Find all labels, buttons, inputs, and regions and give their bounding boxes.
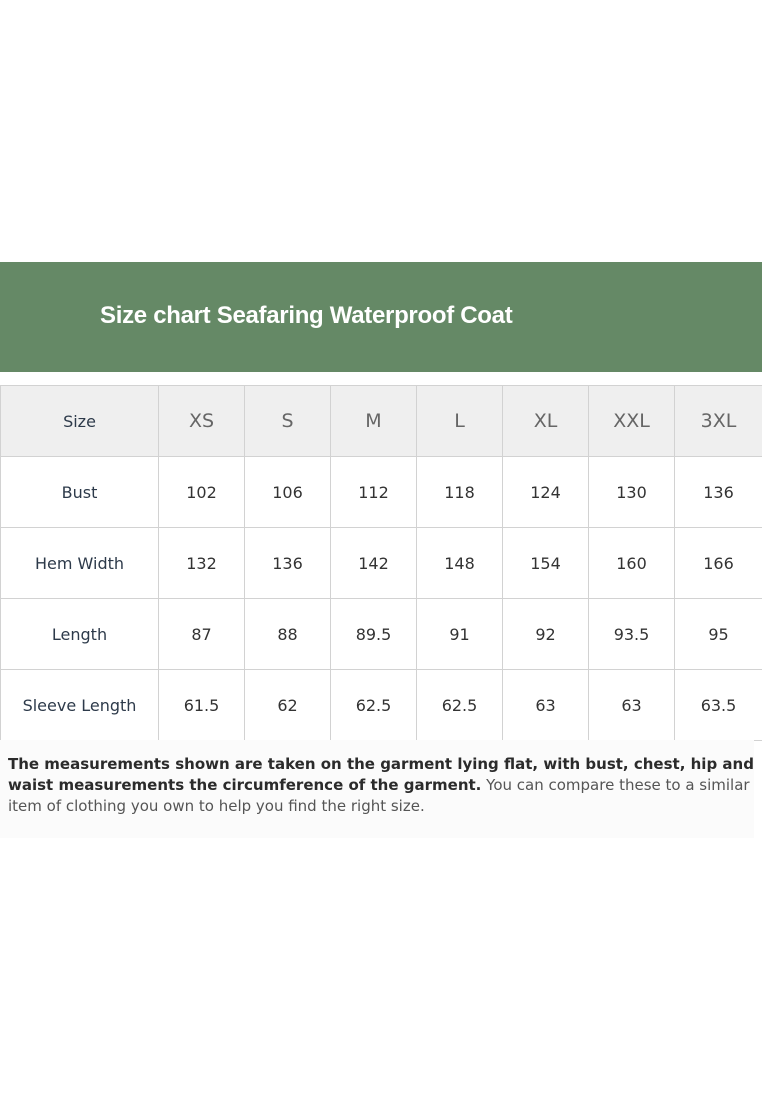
cell: 154: [502, 527, 589, 599]
cell: 93.5: [588, 598, 675, 670]
cell: 62.5: [416, 669, 503, 741]
note: The measurements shown are taken on the …: [0, 740, 754, 838]
cell: 142: [330, 527, 417, 599]
header-row: Size XS S M L XL XXL 3XL: [0, 385, 762, 457]
table-row: Sleeve Length 61.5 62 62.5 62.5 63 63 63.5: [0, 669, 762, 741]
cell: 136: [674, 456, 762, 528]
cell: 95: [674, 598, 762, 670]
cell: 118: [416, 456, 503, 528]
cell: 160: [588, 527, 675, 599]
row-label: Hem Width: [0, 527, 159, 599]
cell: 63: [588, 669, 675, 741]
row-label: Length: [0, 598, 159, 670]
size-table: Size XS S M L XL XXL 3XL Bust 102 106 112 118 124 130 1…: [0, 385, 762, 741]
cell: 62.5: [330, 669, 417, 741]
cell: 62: [244, 669, 331, 741]
row-label: Bust: [0, 456, 159, 528]
cell: 87: [158, 598, 245, 670]
cell: 63: [502, 669, 589, 741]
cell: 148: [416, 527, 503, 599]
table-row: Length 87 88 89.5 91 92 93.5 95: [0, 598, 762, 670]
cell: 106: [244, 456, 331, 528]
cell: S: [244, 385, 331, 457]
cell: 166: [674, 527, 762, 599]
cell: 130: [588, 456, 675, 528]
cell: M: [330, 385, 417, 457]
banner: Size chart Seafaring Waterproof Coat: [0, 262, 762, 372]
cell: L: [416, 385, 503, 457]
cell: 88: [244, 598, 331, 670]
cell: 61.5: [158, 669, 245, 741]
cell: XS: [158, 385, 245, 457]
row-label: Sleeve Length: [0, 669, 159, 741]
cell: 102: [158, 456, 245, 528]
cell: XL: [502, 385, 589, 457]
row-label: Size: [0, 385, 159, 457]
cell: 136: [244, 527, 331, 599]
cell: XXL: [588, 385, 675, 457]
cell: 124: [502, 456, 589, 528]
cell: 91: [416, 598, 503, 670]
title: Size chart Seafaring Waterproof Coat: [100, 302, 513, 329]
cell: 3XL: [674, 385, 762, 457]
table-row: Hem Width 132 136 142 148 154 160 166: [0, 527, 762, 599]
cell: 132: [158, 527, 245, 599]
note-bold: The measurements shown are taken on the …: [8, 755, 754, 794]
table-row: Bust 102 106 112 118 124 130 136: [0, 456, 762, 528]
cell: 63.5: [674, 669, 762, 741]
cell: 112: [330, 456, 417, 528]
cell: 89.5: [330, 598, 417, 670]
note-regular: You can compare these to a similar item …: [8, 776, 750, 815]
cell: 92: [502, 598, 589, 670]
